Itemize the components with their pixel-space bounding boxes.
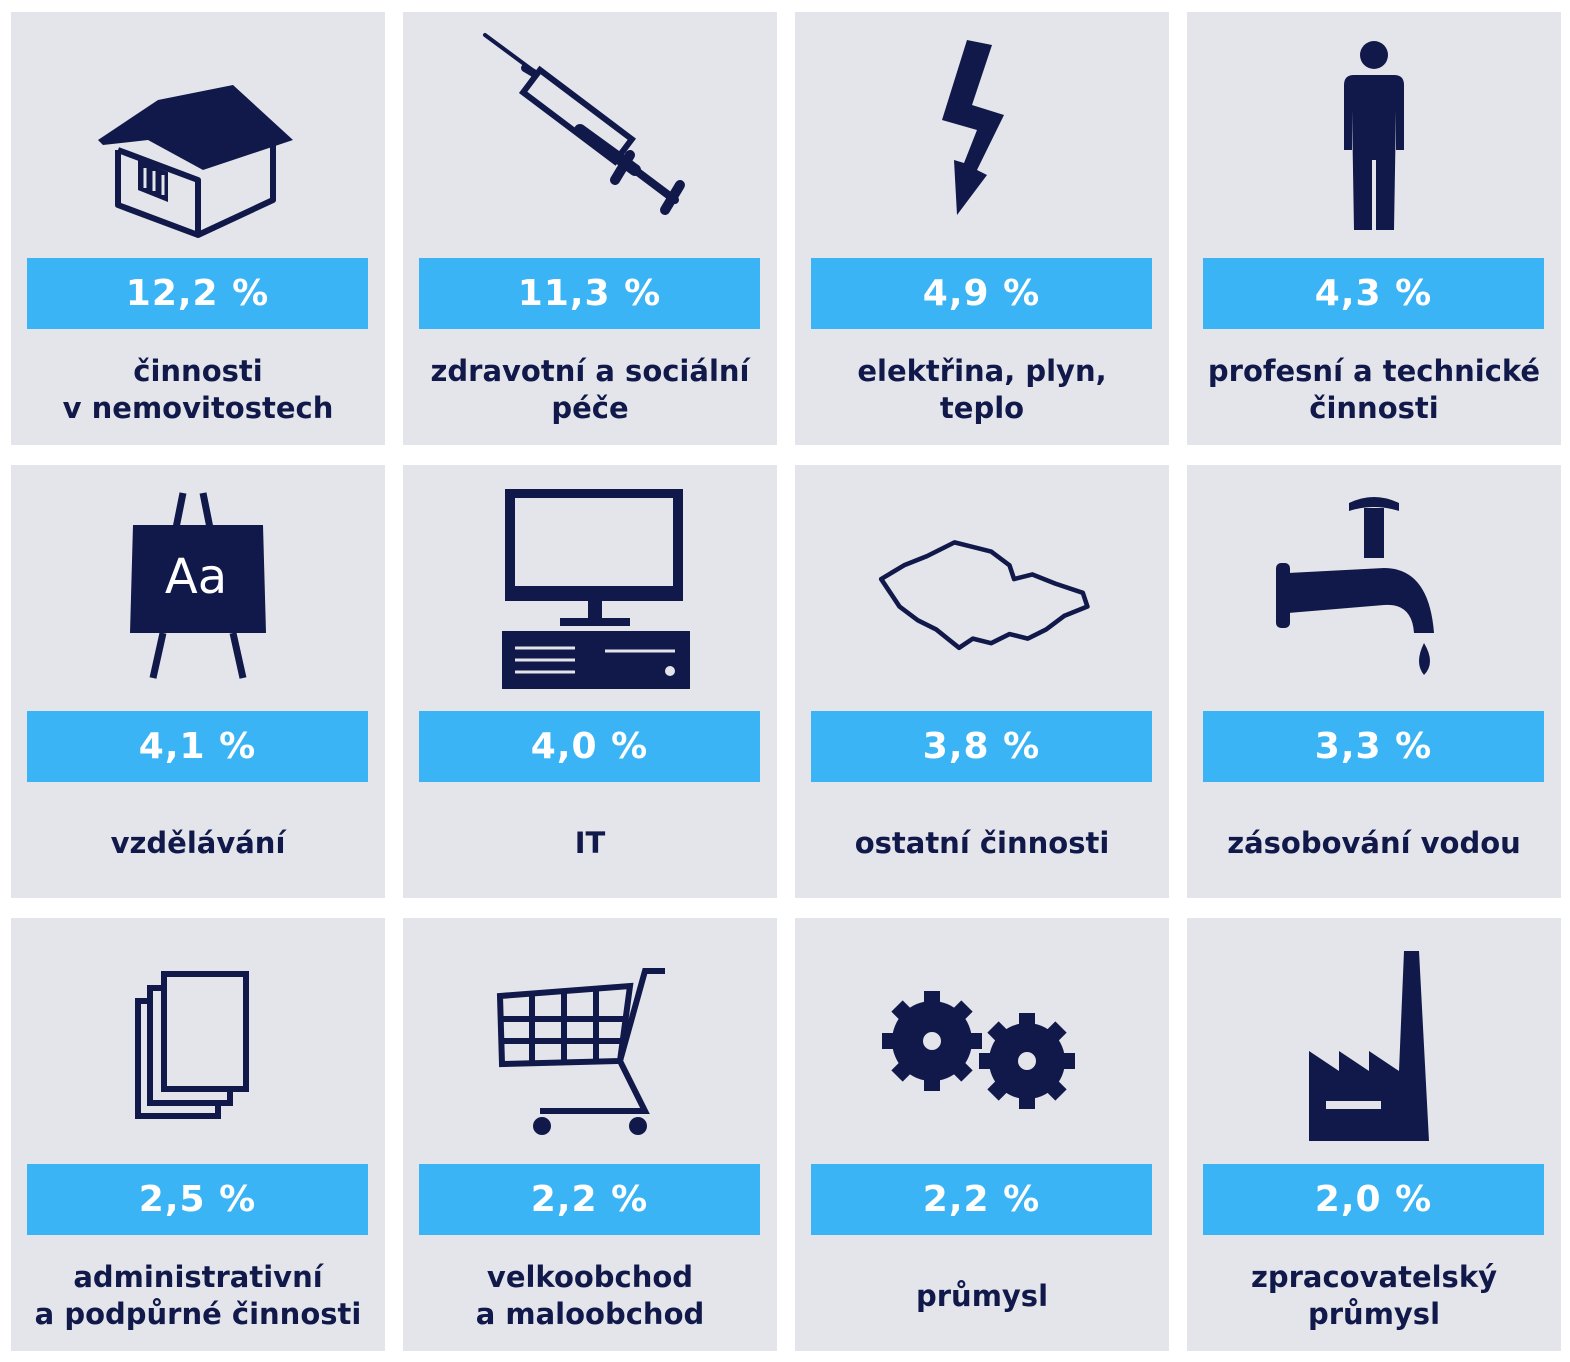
sector-label: IT: [403, 791, 777, 895]
percentage-bar: 2,5 %: [27, 1164, 368, 1235]
percentage-bar: 3,8 %: [811, 711, 1152, 782]
syringe-icon: [403, 30, 777, 245]
label-line: a podpůrné činnosti: [34, 1297, 362, 1331]
sector-card-real-estate: 12,2 % činnosti v nemovitostech: [11, 12, 385, 445]
label-line: zpracovatelský: [1250, 1260, 1498, 1294]
sector-label: zpracovatelský průmysl: [1187, 1244, 1561, 1348]
factory-icon: [1187, 936, 1561, 1151]
sector-card-other: 3,8 % ostatní činnosti: [795, 465, 1169, 898]
percentage-bar: 4,1 %: [27, 711, 368, 782]
label-line: teplo: [939, 391, 1025, 425]
blackboard-icon: Aa: [11, 483, 385, 698]
percentage-bar: 4,0 %: [419, 711, 760, 782]
svg-text:Aa: Aa: [165, 549, 227, 605]
sector-card-health: 11,3 % zdravotní a sociální péče: [403, 12, 777, 445]
sector-label: administrativní a podpůrné činnosti: [11, 1244, 385, 1348]
percentage-bar: 4,9 %: [811, 258, 1152, 329]
label-line: činnosti: [133, 354, 263, 388]
percentage-bar: 4,3 %: [1203, 258, 1544, 329]
label-line: činnosti: [1309, 391, 1439, 425]
label-line: a maloobchod: [475, 1297, 705, 1331]
label-line: administrativní: [73, 1260, 323, 1294]
sector-label: zdravotní a sociální péče: [403, 338, 777, 442]
sector-label: vzdělávání: [11, 791, 385, 895]
label-line: vzdělávání: [110, 825, 286, 860]
percentage-bar: 2,2 %: [419, 1164, 760, 1235]
percentage-bar: 11,3 %: [419, 258, 760, 329]
sector-label: elektřina, plyn, teplo: [795, 338, 1169, 442]
sector-card-industry: 2,2 % průmysl: [795, 918, 1169, 1351]
sector-label: průmysl: [795, 1244, 1169, 1348]
label-line: ostatní činnosti: [854, 825, 1110, 860]
documents-icon: [11, 936, 385, 1151]
label-line: elektřina, plyn,: [857, 354, 1107, 388]
label-line: v nemovitostech: [62, 391, 334, 425]
label-line: zásobování vodou: [1227, 825, 1521, 860]
label-line: profesní a technické: [1207, 354, 1541, 388]
label-line: průmysl: [915, 1278, 1049, 1313]
sector-label: profesní a technické činnosti: [1187, 338, 1561, 442]
sector-card-education: Aa 4,1 % vzdělávání: [11, 465, 385, 898]
percentage-bar: 2,2 %: [811, 1164, 1152, 1235]
label-line: péče: [551, 391, 629, 425]
label-line: IT: [574, 825, 606, 860]
person-icon: [1187, 30, 1561, 245]
infographic-grid: 12,2 % činnosti v nemovitostech 11,3 % zd…: [11, 12, 1561, 1351]
sector-card-trade: 2,2 % velkoobchod a maloobchod: [403, 918, 777, 1351]
czech-map-icon: [795, 483, 1169, 698]
label-line: zdravotní a sociální: [430, 354, 750, 388]
sector-label: zásobování vodou: [1187, 791, 1561, 895]
sector-card-water: 3,3 % zásobování vodou: [1187, 465, 1561, 898]
sector-card-manufacturing: 2,0 % zpracovatelský průmysl: [1187, 918, 1561, 1351]
house-icon: [11, 30, 385, 245]
sector-card-administrative: 2,5 % administrativní a podpůrné činnosti: [11, 918, 385, 1351]
sector-label: velkoobchod a maloobchod: [403, 1244, 777, 1348]
computer-icon: [403, 483, 777, 698]
label-line: průmysl: [1307, 1297, 1441, 1331]
gears-icon: [795, 936, 1169, 1151]
percentage-bar: 2,0 %: [1203, 1164, 1544, 1235]
label-line: velkoobchod: [486, 1260, 694, 1294]
lightning-icon: [795, 30, 1169, 245]
water-tap-icon: [1187, 483, 1561, 698]
sector-label: ostatní činnosti: [795, 791, 1169, 895]
sector-card-professional: 4,3 % profesní a technické činnosti: [1187, 12, 1561, 445]
sector-card-it: 4,0 % IT: [403, 465, 777, 898]
shopping-cart-icon: [403, 936, 777, 1151]
sector-label: činnosti v nemovitostech: [11, 338, 385, 442]
sector-card-energy: 4,9 % elektřina, plyn, teplo: [795, 12, 1169, 445]
percentage-bar: 12,2 %: [27, 258, 368, 329]
percentage-bar: 3,3 %: [1203, 711, 1544, 782]
